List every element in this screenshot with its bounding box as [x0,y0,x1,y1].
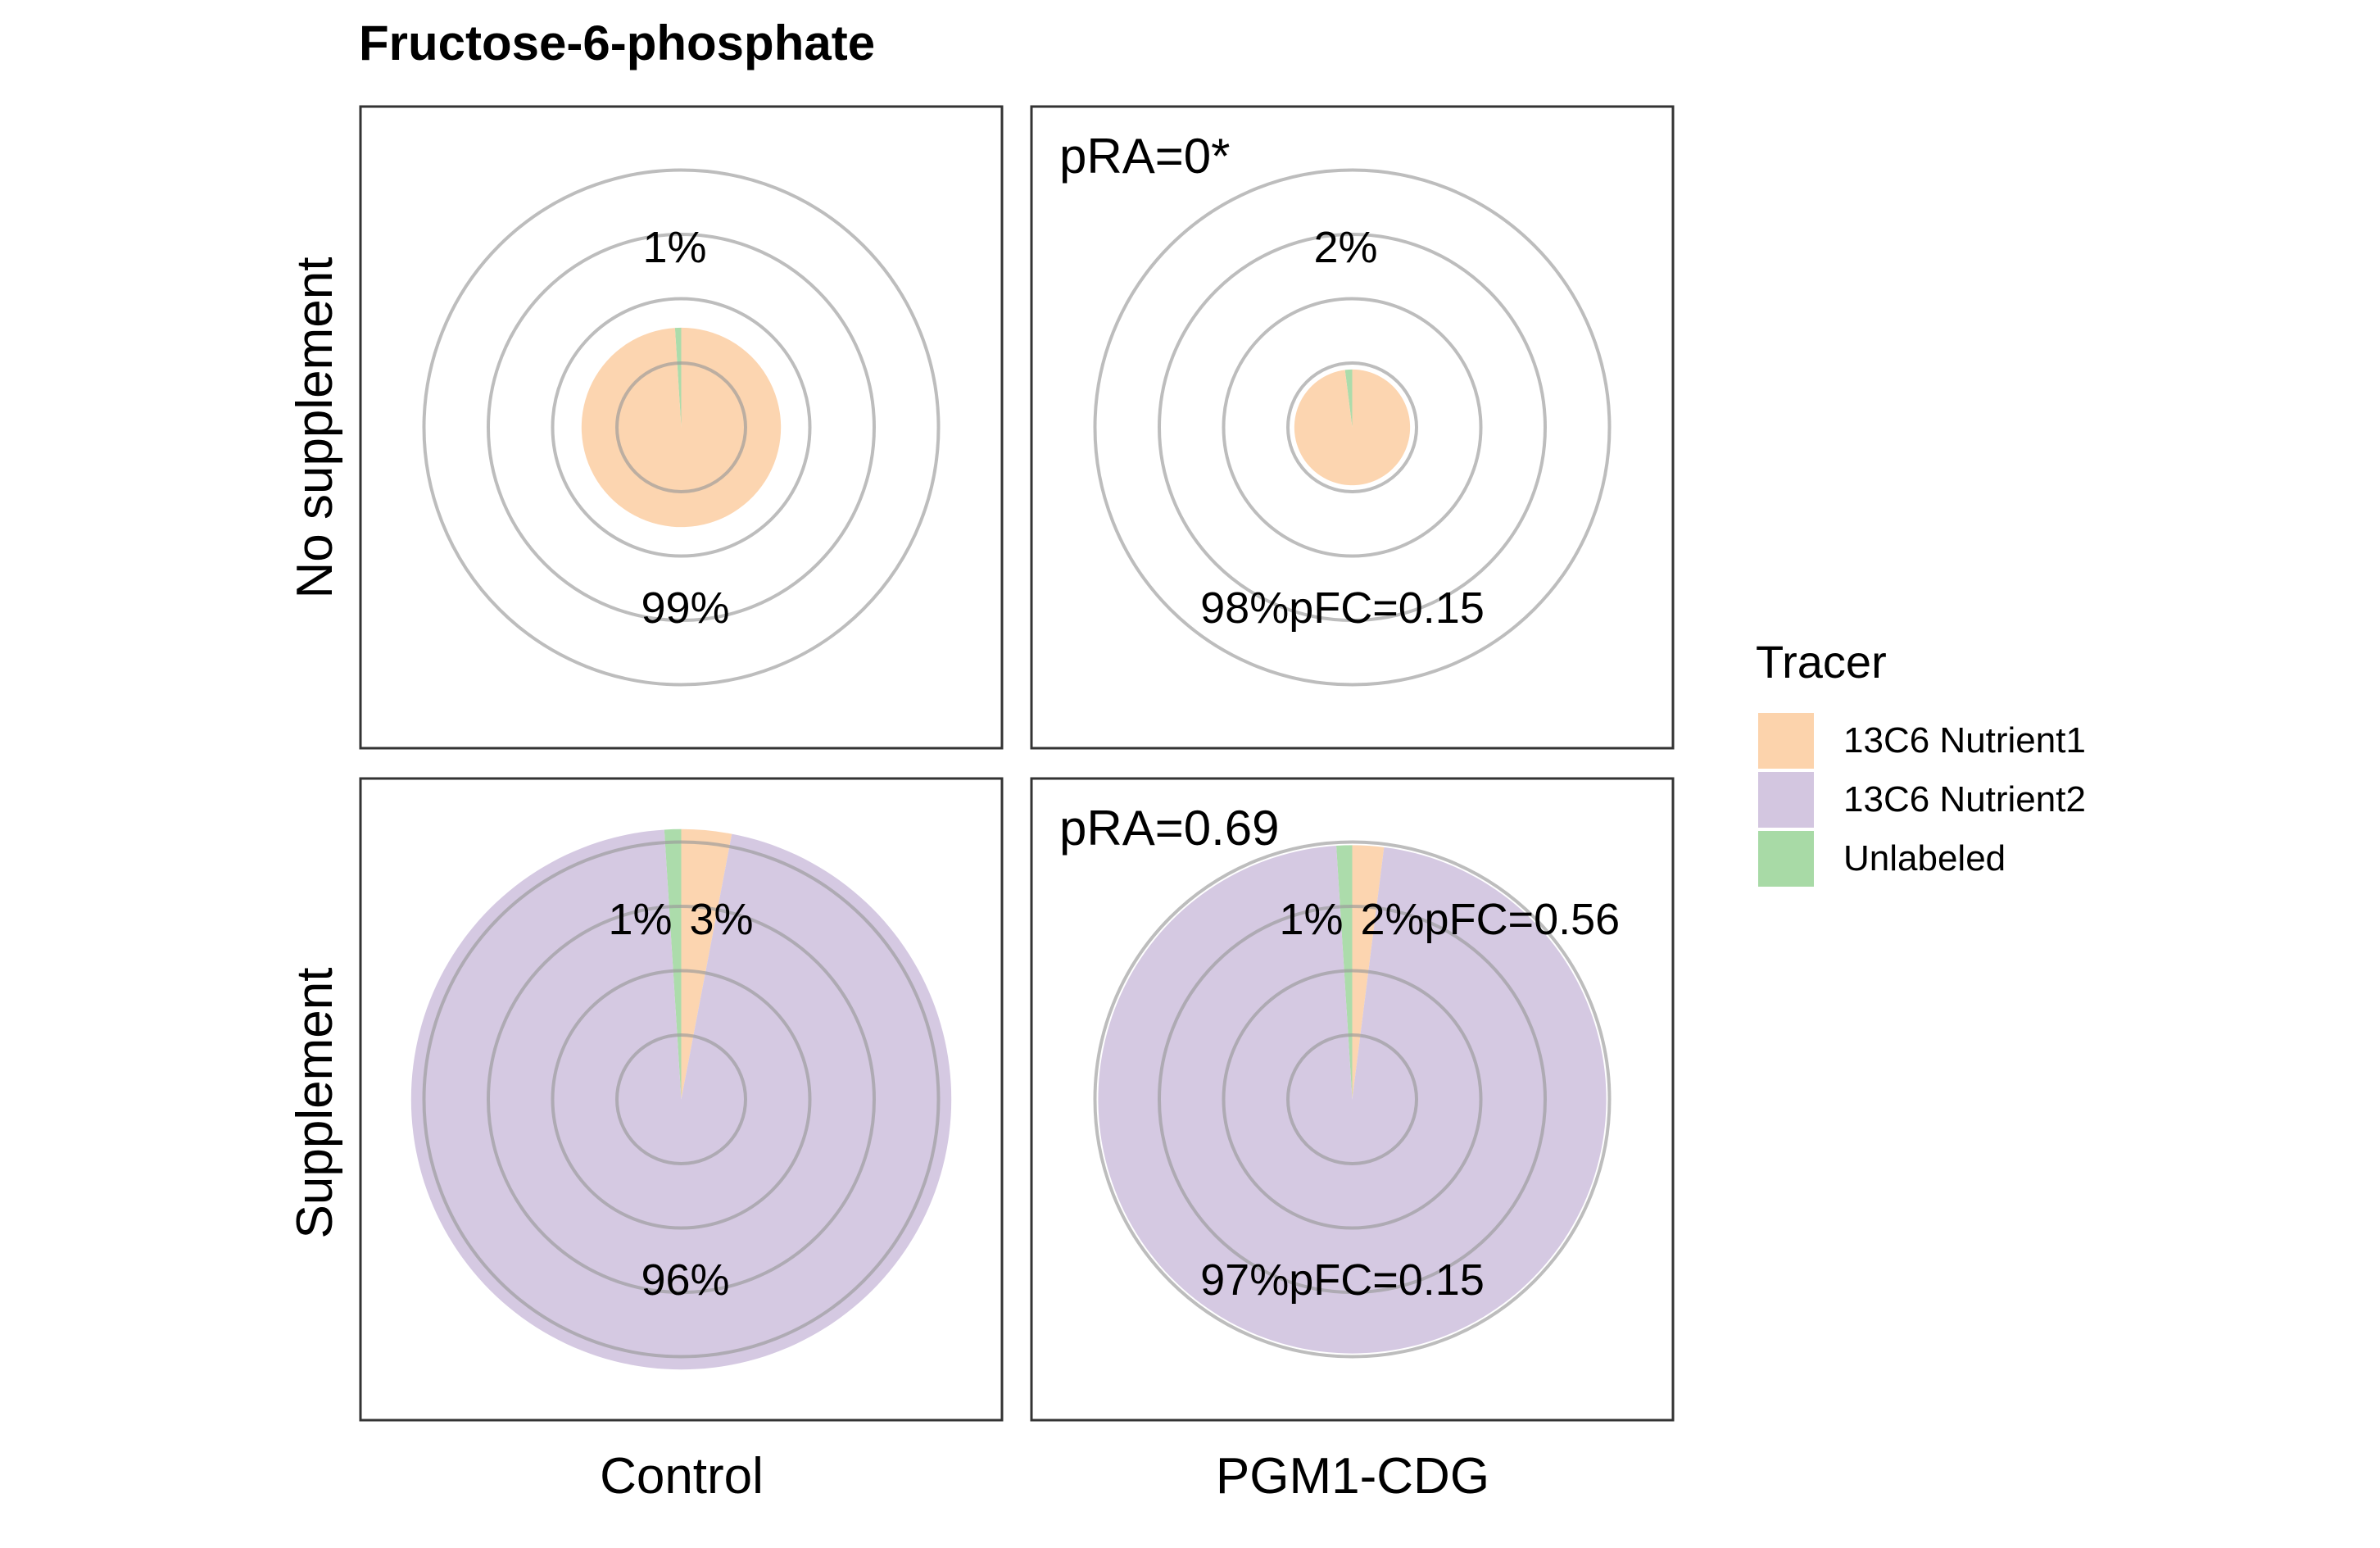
slice-label-bottom: 98%pFC=0.15 [1200,583,1485,633]
panel-supplement-pgm1-cdg: 1% 2%pFC=0.56 97%pFC=0.15 pRA=0.69 [1030,777,1675,1422]
grid-ring [1093,168,1612,687]
pra-annotation: pRA=0* [1059,129,1230,184]
slice-label-top: 2% [1313,223,1377,272]
slice-label-top-right: 3% [690,895,754,944]
legend-swatch-nutrient1 [1758,713,1814,769]
grid-ring [551,297,812,558]
pra-annotation: pRA=0.69 [1059,801,1280,856]
legend-swatch-nutrient2 [1758,772,1814,828]
legend-title: Tracer [1756,636,1887,688]
panel-no-supplement-pgm1-cdg: 2% 98%pFC=0.15 pRA=0* [1030,105,1675,750]
pie-slice-13c6-nutrient1 [1294,369,1411,486]
legend-label-unlabeled: Unlabeled [1843,838,2006,878]
grid-ring [1286,361,1418,493]
grid-ring [422,168,941,687]
pie-slice-13c6-nutrient2 [410,829,952,1370]
chart-title: Fructose-6-phosphate [359,16,875,70]
grid-ring [1093,840,1612,1359]
grid-ring [615,361,747,493]
panel-no-supplement-control: 1% 99% [359,105,1004,750]
grid-ring [1158,905,1547,1294]
grid-ring [1286,1033,1418,1165]
pie-slice-13c6-nutrient1 [681,828,732,1100]
grid-ring [487,905,876,1294]
grid-ring [1222,969,1483,1230]
column-label-control: Control [600,1448,764,1505]
legend-label-nutrient2: 13C6 Nutrient2 [1843,779,2086,819]
row-label-supplement: Supplement [287,968,343,1239]
pie-slice-unlabeled [1344,369,1353,428]
slice-label-top-left: 1% [608,895,672,944]
panel-grid: 1% 99% 2% 98%pFC=0.15 pRA=0* 1% 3% 96% 1% 2%pFC=0… [359,105,1675,1422]
pie-slice-unlabeled [674,327,682,428]
grid-ring [615,1033,747,1165]
legend-swatch-unlabeled [1758,831,1814,887]
column-label-pgm1-cdg: PGM1-CDG [1216,1448,1489,1505]
pie-slice-13c6-nutrient1 [581,327,782,528]
grid-ring [487,233,876,622]
grid-ring [1158,233,1547,622]
pie-slice-13c6-nutrient2 [1098,846,1607,1354]
slice-label-bottom: 96% [641,1255,729,1305]
grid-ring [551,969,812,1230]
panel-supplement-control: 1% 3% 96% [359,777,1004,1422]
legend: Tracer 13C6 Nutrient1 13C6 Nutrient2 Unl… [1756,636,2086,887]
slice-label-bottom: 99% [641,583,729,633]
grid-ring [422,840,941,1359]
slice-label-top: 1% [642,223,706,272]
slice-label-top-right: 2%pFC=0.56 [1361,895,1621,944]
row-label-no-supplement: No supplement [287,256,343,598]
legend-label-nutrient1: 13C6 Nutrient1 [1843,720,2086,760]
grid-ring [1222,297,1483,558]
slice-label-top-left: 1% [1279,895,1343,944]
slice-label-bottom: 97%pFC=0.15 [1200,1255,1485,1305]
pie-slice-unlabeled [664,828,682,1100]
